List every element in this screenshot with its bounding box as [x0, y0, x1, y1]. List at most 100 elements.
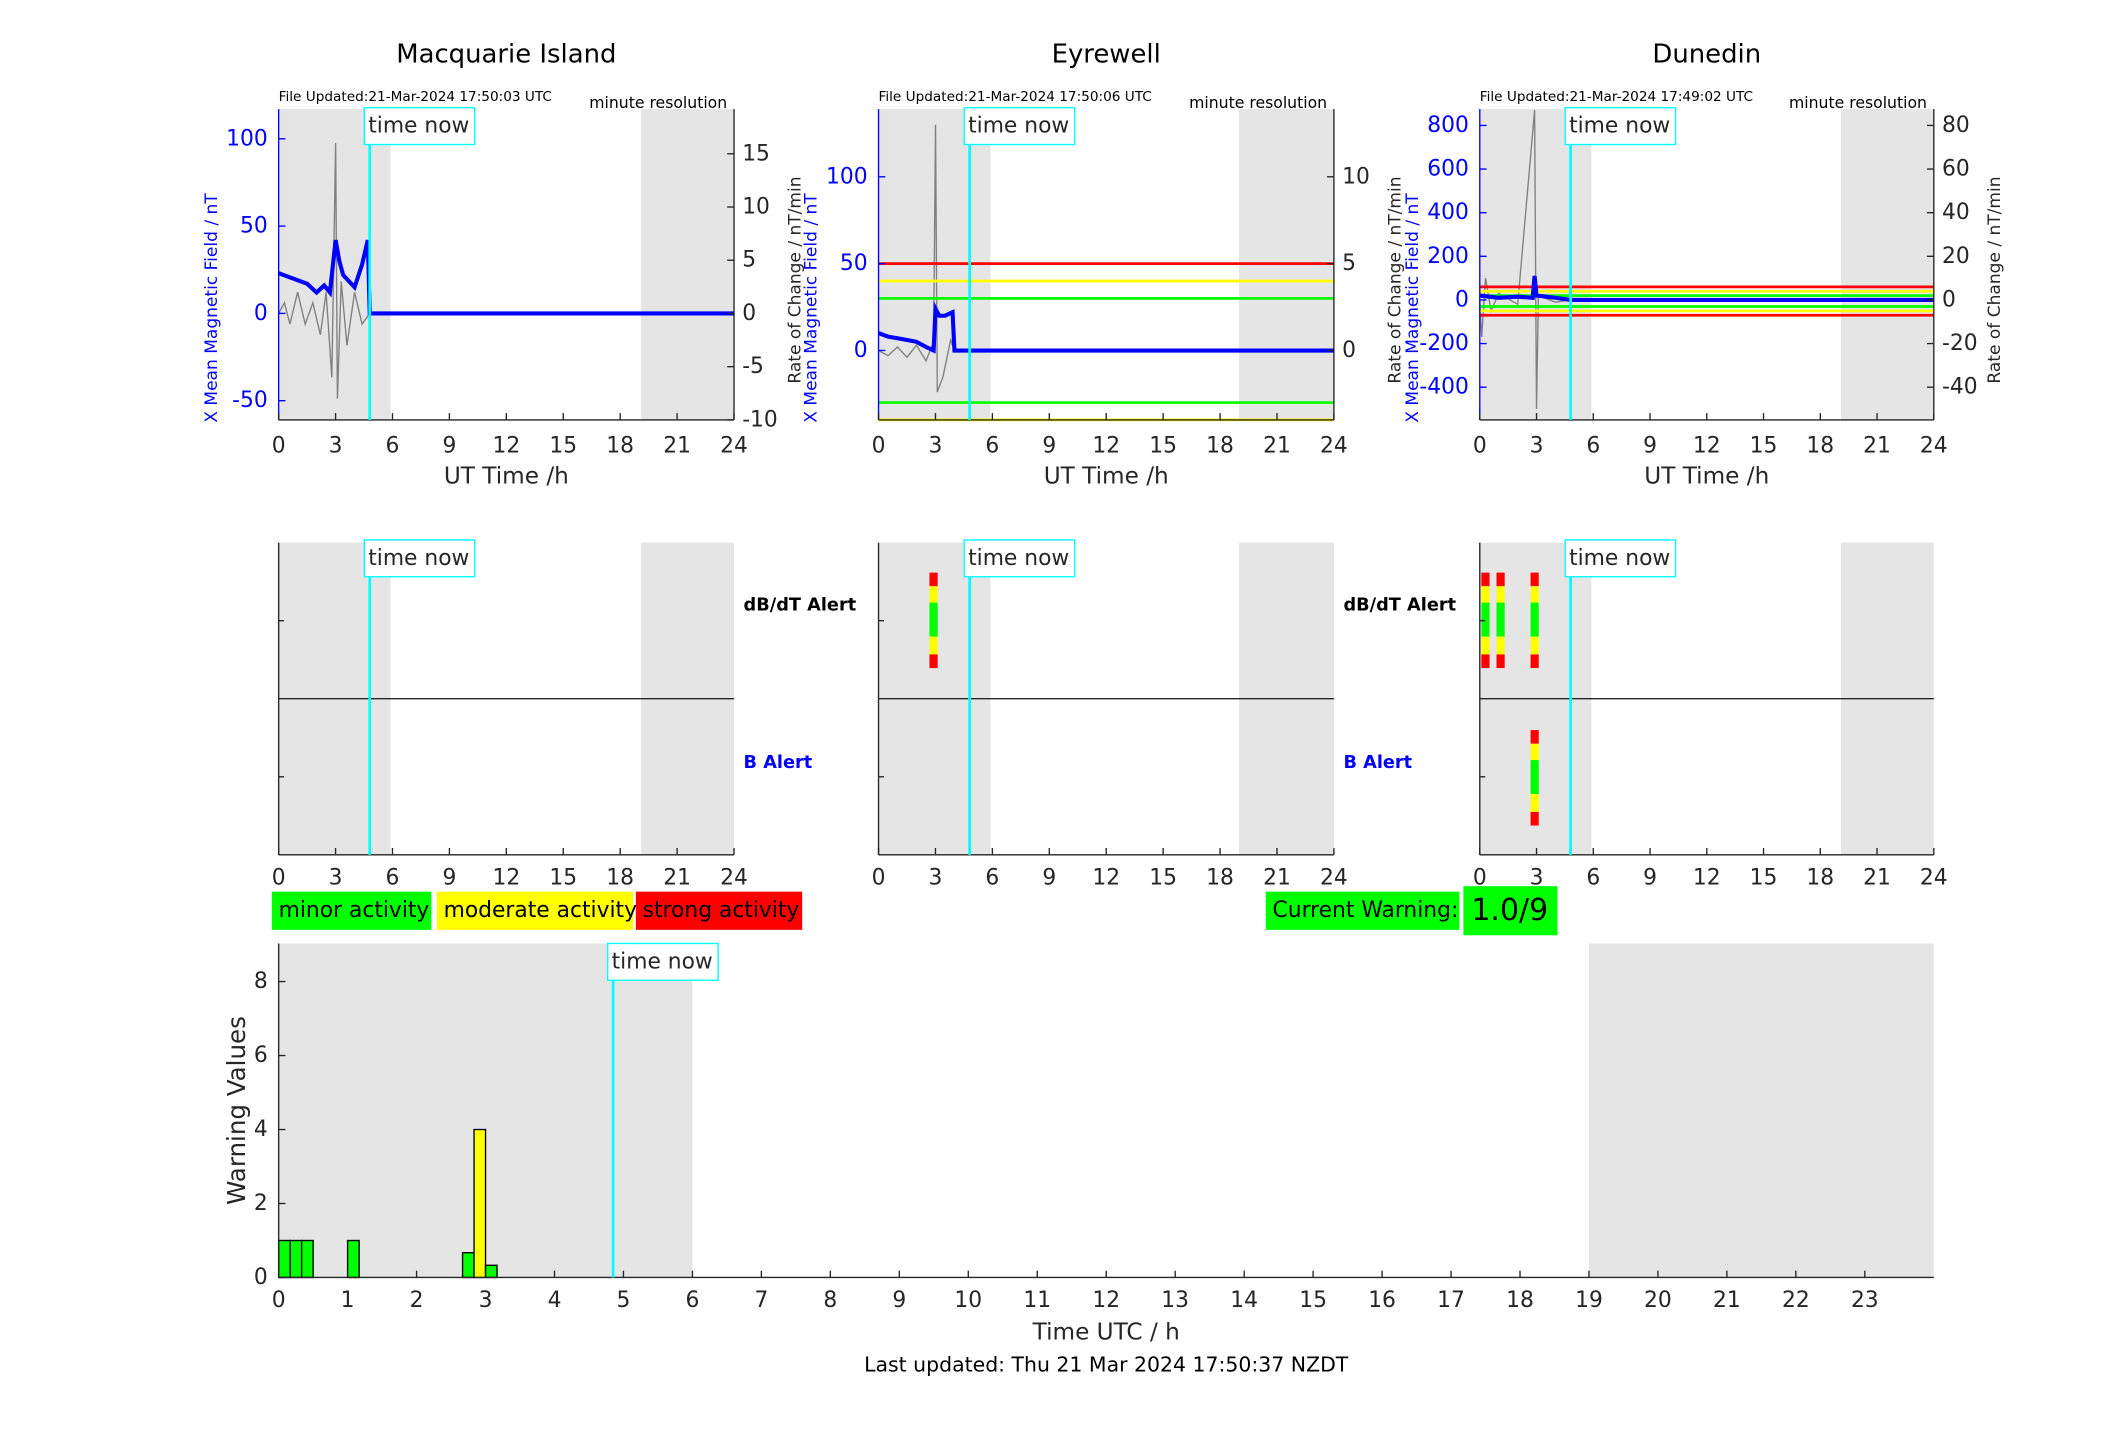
x-tick-label: 12 — [1092, 1288, 1120, 1313]
x-tick-label: 3 — [329, 866, 343, 891]
alert-segment — [1496, 654, 1505, 669]
alert-segment — [1481, 586, 1490, 603]
x-tick-label: 0 — [872, 866, 886, 891]
y2-tick-label: 0 — [742, 301, 756, 326]
x-tick-label: 12 — [1092, 433, 1120, 458]
time-now-label: time now — [1569, 546, 1670, 571]
x-tick-label: 12 — [492, 866, 520, 891]
x-tick-label: 18 — [1806, 433, 1834, 458]
x-tick-label: 21 — [663, 433, 691, 458]
legend-label: moderate activity — [444, 898, 637, 923]
x-axis-label: Time UTC / h — [1032, 1319, 1180, 1346]
y-axis-label: X Mean Magnetic Field / nT — [202, 193, 222, 423]
resolution: minute resolution — [1189, 93, 1327, 112]
file-updated: File Updated:21-Mar-2024 17:50:06 UTC — [879, 89, 1152, 105]
bar — [277, 1239, 291, 1279]
y2-tick-label: -20 — [1942, 331, 1978, 356]
x-tick-label: 12 — [1693, 866, 1721, 891]
alert-segment — [1530, 572, 1539, 587]
alert-segment — [1530, 760, 1539, 795]
legend-swatch — [271, 891, 432, 930]
time-now-label: time now — [612, 949, 713, 974]
x-tick-label: 0 — [1473, 433, 1487, 458]
y-tick-label: 0 — [254, 1265, 268, 1290]
x-tick-label: 15 — [549, 433, 577, 458]
y-tick-label: 600 — [1427, 157, 1469, 182]
alert-segment — [929, 602, 938, 637]
x-tick-label: 24 — [1320, 866, 1348, 891]
x-tick-label: 21 — [1263, 433, 1291, 458]
time-now-box — [363, 107, 476, 146]
shaded-region — [1588, 943, 1934, 1278]
x-tick-label: 3 — [329, 433, 343, 458]
field-line — [1479, 275, 1934, 302]
y-tick-label: 0 — [854, 338, 868, 363]
alert-segment — [1496, 572, 1505, 587]
x-tick-label: 15 — [1149, 433, 1177, 458]
alert-segment — [929, 636, 938, 655]
y-tick-label: 50 — [240, 214, 268, 239]
x-tick-label: 15 — [1149, 866, 1177, 891]
x-tick-label: 20 — [1644, 1288, 1672, 1313]
x-tick-label: 0 — [272, 433, 286, 458]
alert-segment — [1530, 602, 1539, 637]
footer: Last updated: Thu 21 Mar 2024 17:50:37 N… — [864, 1353, 1349, 1377]
file-updated: File Updated:21-Mar-2024 17:49:02 UTC — [1480, 89, 1753, 105]
file-updated: File Updated:21-Mar-2024 17:50:03 UTC — [279, 89, 552, 105]
time-now-box — [1564, 539, 1677, 578]
x-tick-label: 4 — [548, 1288, 562, 1313]
alert-segment — [929, 572, 938, 587]
y2-tick-label: 15 — [742, 141, 770, 166]
alert-segment — [1496, 602, 1505, 637]
x-tick-label: 0 — [1473, 866, 1487, 891]
legend-swatch — [436, 891, 634, 930]
x-tick-label: 8 — [823, 1288, 837, 1313]
x-tick-label: 6 — [386, 866, 400, 891]
x-tick-label: 3 — [1530, 866, 1544, 891]
y2-tick-label: 10 — [1342, 164, 1370, 189]
x-tick-label: 17 — [1437, 1288, 1465, 1313]
alert-segment — [929, 654, 938, 669]
x-tick-label: 19 — [1575, 1288, 1603, 1313]
x-axis-label: UT Time /h — [1644, 462, 1769, 489]
x-tick-label: 6 — [1586, 433, 1600, 458]
x-tick-label: 16 — [1368, 1288, 1396, 1313]
x-tick-label: 24 — [1920, 866, 1948, 891]
bar — [473, 1128, 487, 1279]
y-tick-label: 8 — [254, 969, 268, 994]
time-now-box — [363, 539, 476, 578]
x-tick-label: 21 — [1713, 1288, 1741, 1313]
x-tick-label: 3 — [1530, 433, 1544, 458]
x-tick-label: 18 — [1506, 1288, 1534, 1313]
alert-segment — [1481, 654, 1490, 669]
x-tick-label: 14 — [1230, 1288, 1258, 1313]
time-now-label: time now — [968, 114, 1069, 139]
alert-segment — [1530, 743, 1539, 761]
y-tick-label: 800 — [1427, 113, 1469, 138]
x-tick-label: 18 — [1206, 433, 1234, 458]
x-tick-label: 5 — [617, 1288, 631, 1313]
x-tick-label: 9 — [1042, 433, 1056, 458]
y-axis-label: X Mean Magnetic Field / nT — [802, 193, 822, 423]
legend-label: minor activity — [279, 898, 430, 923]
time-now-box — [606, 942, 719, 981]
y-axis-label: X Mean Magnetic Field / nT — [1403, 193, 1423, 423]
time-now-box — [1564, 107, 1677, 146]
y-tick-label: 400 — [1427, 200, 1469, 225]
x-tick-label: 18 — [1806, 866, 1834, 891]
x-tick-label: 6 — [386, 433, 400, 458]
alert-segment — [1481, 572, 1490, 587]
alert-segment — [1530, 730, 1539, 744]
y-tick-label: 0 — [254, 301, 268, 326]
x-tick-label: 24 — [720, 433, 748, 458]
x-tick-label: 24 — [720, 866, 748, 891]
legend-swatch — [635, 891, 803, 930]
current-warning-label: Current Warning: — [1273, 898, 1459, 923]
x-tick-label: 18 — [1206, 866, 1234, 891]
y-tick-label: 200 — [1427, 244, 1469, 269]
x-tick-label: 9 — [442, 433, 456, 458]
y2-tick-label: 0 — [1342, 338, 1356, 363]
bar — [289, 1239, 303, 1279]
x-tick-label: 24 — [1320, 433, 1348, 458]
y-tick-label: -400 — [1419, 375, 1468, 400]
